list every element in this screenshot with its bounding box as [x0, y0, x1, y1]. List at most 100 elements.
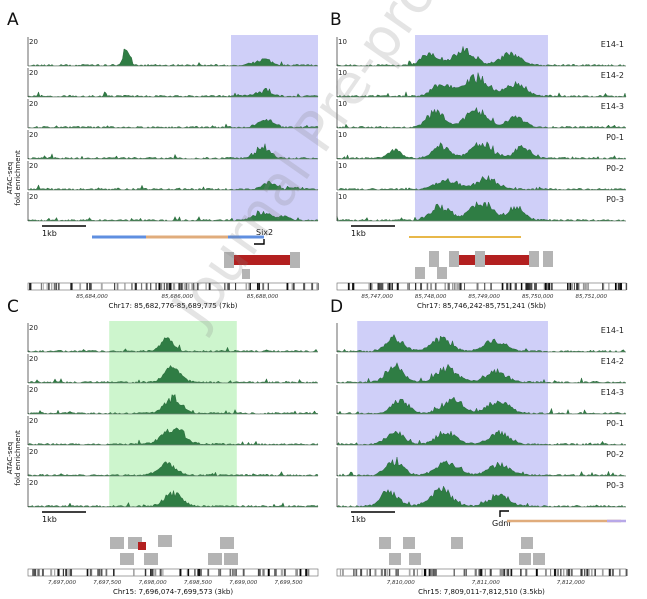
coordinate-tick-label: 85,751,000	[575, 294, 607, 300]
track-label: E14-2	[601, 357, 624, 366]
signal-area	[336, 174, 627, 191]
ideogram-band	[267, 569, 270, 576]
ideogram-band	[262, 283, 265, 290]
ideogram-band	[46, 283, 48, 290]
ideogram-band	[51, 283, 53, 290]
ideogram-band	[534, 283, 536, 290]
panel-letter: B	[330, 10, 342, 30]
ideogram-band	[369, 283, 372, 290]
ideogram-band	[235, 569, 237, 576]
ideogram-band	[154, 569, 157, 576]
element-grey-block	[224, 553, 238, 565]
ideogram-band	[341, 569, 344, 576]
region-label: Chr15: 7,809,011-7,812,510 (3.5kb)	[418, 588, 545, 596]
ideogram-band	[188, 569, 189, 576]
element-grey-block	[120, 553, 134, 565]
ideogram-band	[378, 283, 381, 290]
ideogram-band	[557, 569, 559, 576]
ideogram-band	[416, 569, 419, 576]
ideogram-band	[316, 283, 319, 290]
ideogram-band	[205, 283, 207, 290]
ideogram-band	[619, 283, 623, 290]
ideogram-band	[584, 283, 587, 290]
coordinate-tick-label: 85,747,000	[361, 294, 393, 300]
ymax-label: 20	[29, 417, 38, 425]
ideogram-band	[508, 569, 510, 576]
panel-d: D E14-1 E14-2 E14-3 P0-1 P0-2 P0-3 1kb Gdnf 7,810…	[330, 297, 628, 596]
ideogram-band	[415, 283, 417, 290]
element-grey-block	[521, 537, 533, 549]
track-e14-2: 10 E14-2	[336, 68, 627, 98]
ideogram-band	[395, 569, 398, 576]
signal-area	[336, 141, 627, 160]
ideogram-band	[433, 569, 435, 576]
ideogram-band	[413, 569, 416, 576]
ideogram-band	[553, 569, 557, 576]
ideogram-band	[567, 569, 570, 576]
ideogram-band	[501, 283, 504, 290]
ideogram-band	[187, 569, 189, 576]
coordinate-tick-label: 7,698,500	[184, 580, 212, 586]
ymax-label: 20	[29, 448, 38, 456]
ideogram-band	[305, 569, 307, 576]
region-label: Chr17: 85,682,776-85,689,775 (7kb)	[108, 302, 237, 310]
ideogram-band	[229, 569, 231, 576]
ideogram-band	[384, 569, 386, 576]
ideogram-band	[453, 283, 456, 290]
ideogram-band	[257, 569, 260, 576]
ideogram-band	[506, 283, 509, 290]
ideogram-band	[133, 569, 135, 576]
ideogram-band	[567, 283, 569, 290]
ideogram-band	[70, 283, 73, 290]
ideogram-band	[68, 569, 70, 576]
track-p0-1: 20	[27, 416, 319, 446]
coordinate-tick-label: 7,698,000	[139, 580, 167, 586]
track-p0-2: 10 P0-2	[336, 161, 627, 191]
ideogram-band	[594, 569, 596, 576]
ideogram-band	[116, 283, 119, 290]
element-grey-block	[389, 553, 401, 565]
signal-area	[27, 427, 319, 446]
ideogram-band	[377, 283, 380, 290]
element-grey-block	[242, 269, 250, 279]
scalebar-label: 1kb	[351, 515, 366, 524]
ideogram-band	[625, 283, 628, 290]
ideogram-band	[194, 569, 196, 576]
track-e14-2: E14-2	[336, 354, 627, 384]
element-grey-block	[429, 251, 439, 267]
ideogram-band	[452, 283, 454, 290]
element-grey-block	[208, 553, 222, 565]
signal-area	[336, 72, 627, 98]
y-axis-label-line1: ATAC-seq	[6, 442, 14, 474]
ideogram-band	[40, 283, 43, 290]
ideogram-band	[459, 283, 462, 290]
ideogram-band	[499, 569, 502, 576]
ideogram-band	[583, 569, 586, 576]
ymax-label: 20	[29, 131, 38, 139]
ideogram-band	[291, 283, 293, 290]
element-grey-block	[110, 537, 124, 549]
track-e14-3: 20	[27, 99, 319, 129]
coordinate-tick-label: 7,699,000	[229, 580, 257, 586]
coordinate-tick-label: 85,750,000	[522, 294, 554, 300]
ideogram-band	[608, 569, 611, 576]
ymax-label: 20	[29, 38, 38, 46]
ideogram-band	[162, 569, 164, 576]
region-label: Chr17: 85,746,242-85,751,241 (5kb)	[417, 302, 546, 310]
track-p0-2: 20	[27, 447, 319, 477]
track-p0-1: 20	[27, 130, 319, 160]
ideogram-band	[430, 283, 433, 290]
ideogram-band	[611, 569, 614, 576]
ideogram-band	[134, 283, 137, 290]
ideogram-band	[550, 569, 552, 576]
ideogram-band	[89, 283, 91, 290]
ideogram-band	[245, 283, 248, 290]
ideogram-band	[380, 283, 383, 290]
ideogram-band	[625, 569, 628, 576]
ideogram-band	[366, 569, 369, 576]
track-e14-2: 20	[27, 354, 319, 384]
signal-area	[336, 362, 627, 384]
track-label: E14-2	[601, 71, 624, 80]
element-grey-block	[449, 251, 459, 267]
ideogram-band	[465, 569, 467, 576]
